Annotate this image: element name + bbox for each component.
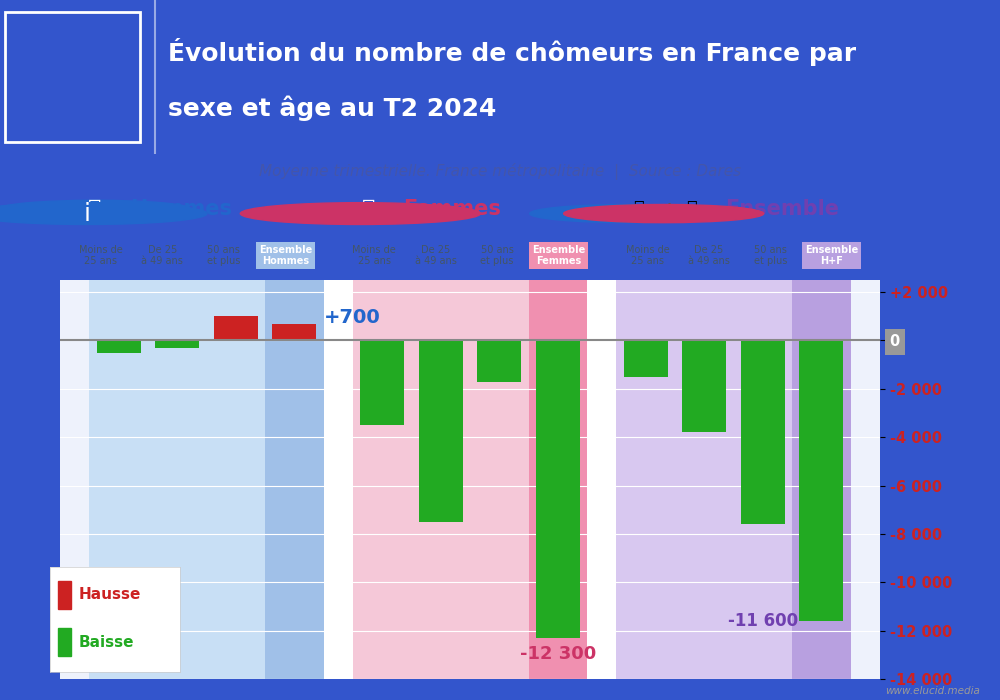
Bar bbox=[360, 340, 404, 425]
Text: Ensemble
Hommes: Ensemble Hommes bbox=[259, 244, 312, 266]
Bar bbox=[529, 280, 587, 679]
Circle shape bbox=[0, 204, 197, 223]
Text: Hausse: Hausse bbox=[79, 587, 141, 602]
Bar bbox=[477, 340, 521, 382]
Text: 🚺: 🚺 bbox=[686, 200, 697, 218]
FancyBboxPatch shape bbox=[5, 13, 140, 141]
Circle shape bbox=[564, 204, 764, 223]
Bar bbox=[214, 316, 258, 340]
Text: Ensemble: Ensemble bbox=[725, 199, 839, 219]
Text: -11 600: -11 600 bbox=[728, 612, 798, 630]
Circle shape bbox=[240, 203, 480, 225]
Bar bbox=[353, 280, 529, 679]
Text: 🚹: 🚹 bbox=[88, 199, 102, 219]
Text: Moins de
25 ans: Moins de 25 ans bbox=[626, 244, 669, 266]
Text: ÉLUCID: ÉLUCID bbox=[17, 63, 128, 91]
Bar bbox=[587, 280, 616, 679]
Text: Moins de
25 ans: Moins de 25 ans bbox=[352, 244, 396, 266]
Text: i: i bbox=[84, 202, 90, 225]
Text: 50 ans
et plus: 50 ans et plus bbox=[754, 244, 787, 266]
Text: -12 300: -12 300 bbox=[520, 645, 596, 663]
Bar bbox=[89, 280, 265, 679]
Bar bbox=[741, 340, 785, 524]
Text: De 25
à 49 ans: De 25 à 49 ans bbox=[415, 244, 457, 266]
Bar bbox=[624, 340, 668, 377]
Bar bbox=[792, 280, 851, 679]
Text: Moyenne trimestrielle. France métropolitaine  |  Source : Dares: Moyenne trimestrielle. France métropolit… bbox=[259, 163, 741, 180]
Circle shape bbox=[0, 203, 207, 225]
Circle shape bbox=[530, 204, 730, 223]
Bar bbox=[799, 340, 843, 621]
Text: De 25
à 49 ans: De 25 à 49 ans bbox=[141, 244, 183, 266]
Text: Baisse: Baisse bbox=[79, 635, 134, 650]
Text: 🚺: 🚺 bbox=[362, 199, 375, 219]
Bar bbox=[58, 628, 71, 657]
Text: www.elucid.media: www.elucid.media bbox=[885, 687, 980, 696]
Bar bbox=[324, 280, 353, 679]
Text: Ensemble
Femmes: Ensemble Femmes bbox=[532, 244, 585, 266]
Text: Évolution du nombre de chômeurs en France par: Évolution du nombre de chômeurs en Franc… bbox=[168, 38, 856, 66]
Bar bbox=[616, 280, 792, 679]
Bar bbox=[536, 340, 580, 638]
Text: +700: +700 bbox=[324, 308, 380, 327]
Text: Hommes: Hommes bbox=[130, 199, 232, 219]
Bar bbox=[682, 340, 726, 433]
Bar bbox=[272, 323, 316, 340]
Text: sexe et âge au T2 2024: sexe et âge au T2 2024 bbox=[168, 95, 496, 121]
Text: Femmes: Femmes bbox=[403, 199, 501, 219]
Text: Ensemble
H+F: Ensemble H+F bbox=[805, 244, 859, 266]
Text: De 25
à 49 ans: De 25 à 49 ans bbox=[688, 244, 730, 266]
Bar bbox=[419, 340, 463, 522]
Bar bbox=[155, 340, 199, 348]
Bar bbox=[265, 280, 324, 679]
Text: 50 ans
et plus: 50 ans et plus bbox=[207, 244, 240, 266]
Text: +: + bbox=[661, 200, 676, 218]
Text: Moins de
25 ans: Moins de 25 ans bbox=[79, 244, 123, 266]
Bar bbox=[58, 581, 71, 609]
Text: 🚹: 🚹 bbox=[633, 200, 644, 218]
Bar bbox=[97, 340, 141, 353]
Text: 50 ans
et plus: 50 ans et plus bbox=[480, 244, 514, 266]
Circle shape bbox=[0, 200, 191, 218]
